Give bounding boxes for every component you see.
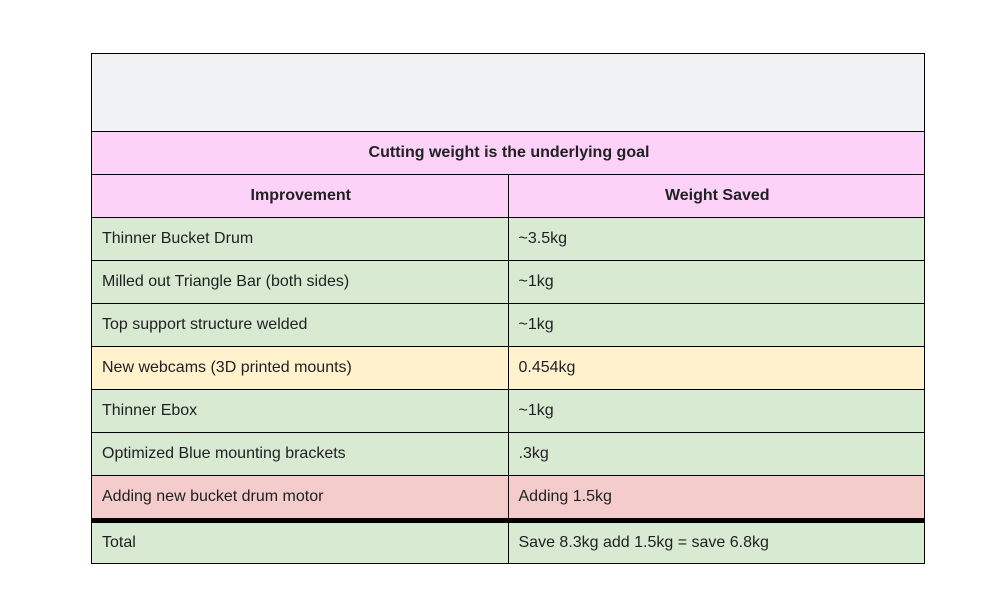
weight-cell[interactable]: ~3.5kg [507,217,925,261]
column-header-row: Improvement Weight Saved [91,174,925,218]
improvement-cell[interactable]: Thinner Ebox [91,389,509,433]
total-row: Total Save 8.3kg add 1.5kg = save 6.8kg [91,518,925,564]
table-row: Milled out Triangle Bar (both sides) ~1k… [91,260,925,304]
weight-cell[interactable]: .3kg [507,432,925,476]
table-title-row: Cutting weight is the underlying goal [91,131,925,175]
weight-cell[interactable]: ~1kg [507,260,925,304]
total-label-cell[interactable]: Total [91,518,509,564]
empty-header-row [91,53,925,132]
column-header-weight-saved[interactable]: Weight Saved [507,174,925,218]
empty-header-cell[interactable] [91,53,925,132]
improvement-cell[interactable]: Optimized Blue mounting brackets [91,432,509,476]
weight-cell[interactable]: 0.454kg [507,346,925,390]
table-title[interactable]: Cutting weight is the underlying goal [91,131,925,175]
total-value-cell[interactable]: Save 8.3kg add 1.5kg = save 6.8kg [507,518,925,564]
weight-cell[interactable]: ~1kg [507,303,925,347]
improvement-cell[interactable]: Top support structure welded [91,303,509,347]
improvement-cell[interactable]: Milled out Triangle Bar (both sides) [91,260,509,304]
weight-savings-table: Cutting weight is the underlying goal Im… [91,53,925,564]
column-header-improvement[interactable]: Improvement [91,174,509,218]
improvement-cell[interactable]: Thinner Bucket Drum [91,217,509,261]
improvement-cell[interactable]: Adding new bucket drum motor [91,475,509,521]
improvement-cell[interactable]: New webcams (3D printed mounts) [91,346,509,390]
table-row: New webcams (3D printed mounts) 0.454kg [91,346,925,390]
table-row: Top support structure welded ~1kg [91,303,925,347]
table-row: Optimized Blue mounting brackets .3kg [91,432,925,476]
table-row: Thinner Bucket Drum ~3.5kg [91,217,925,261]
weight-cell[interactable]: Adding 1.5kg [507,475,925,521]
table-row: Thinner Ebox ~1kg [91,389,925,433]
table-row: Adding new bucket drum motor Adding 1.5k… [91,475,925,521]
weight-cell[interactable]: ~1kg [507,389,925,433]
